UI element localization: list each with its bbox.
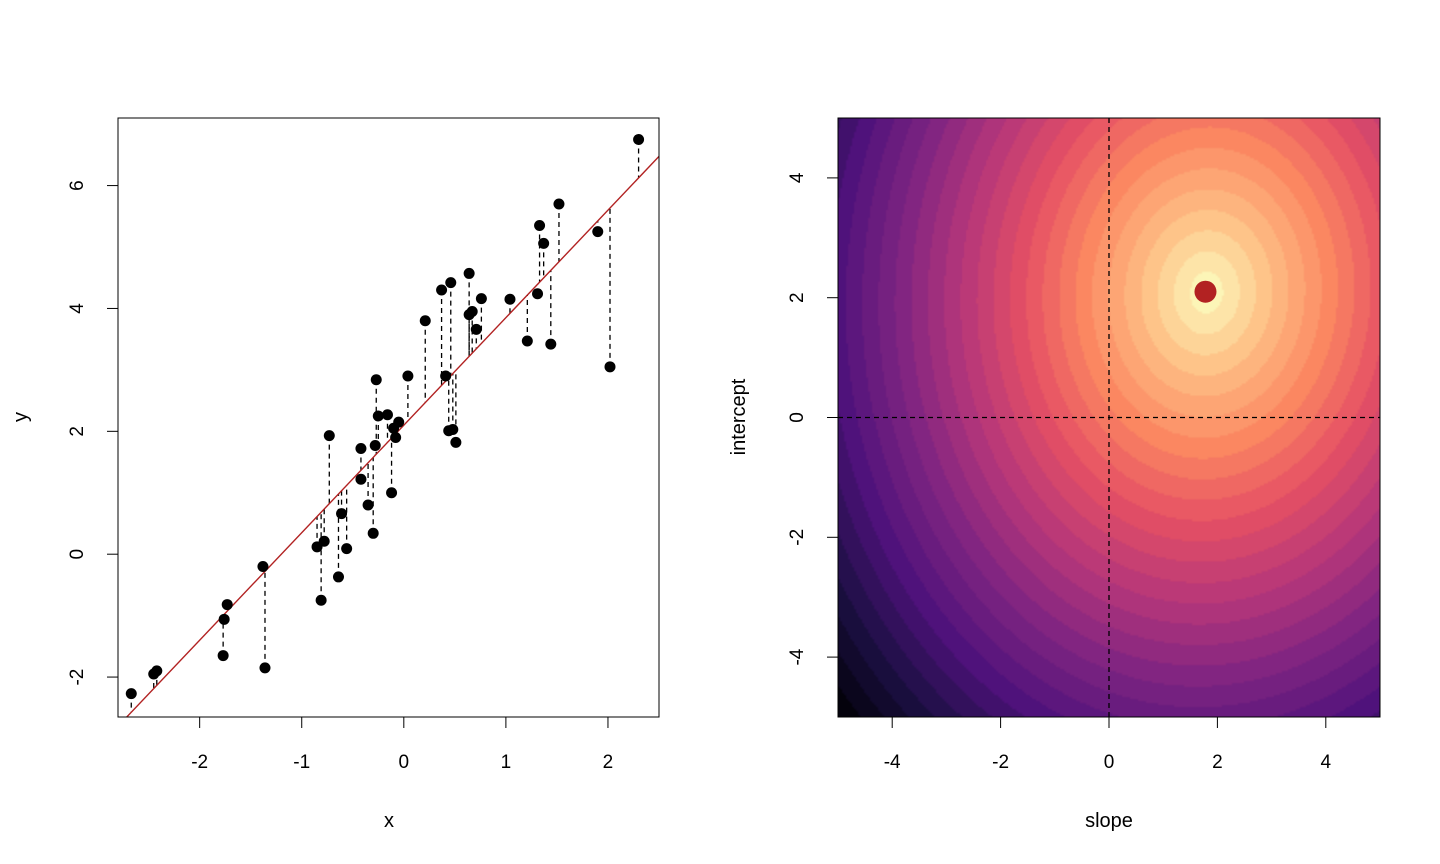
- data-point: [355, 443, 366, 454]
- data-point: [476, 293, 487, 304]
- data-point: [333, 571, 344, 582]
- data-point: [151, 665, 162, 676]
- data-point: [633, 134, 644, 145]
- data-point: [464, 268, 475, 279]
- x-tick-label: 4: [1321, 752, 1332, 773]
- heatmap-y-label: intercept: [728, 378, 750, 455]
- y-tick-label: -2: [67, 669, 88, 686]
- data-point: [467, 306, 478, 317]
- x-tick-label: 2: [1212, 752, 1223, 773]
- data-point: [592, 226, 603, 237]
- data-point: [319, 536, 330, 547]
- data-point: [259, 662, 270, 673]
- data-point: [538, 238, 549, 249]
- fit-line-group: [118, 156, 659, 726]
- scatter-y-axis: -2 0 2 4 6: [67, 180, 118, 685]
- data-point: [368, 528, 379, 539]
- scatter-panel: -2 -1 0 1 2 -2 0 2 4 6 x y: [10, 118, 659, 832]
- y-tick-label: 2: [67, 426, 88, 437]
- y-tick-label: -4: [787, 648, 808, 665]
- data-point: [534, 220, 545, 231]
- y-tick-label: 6: [67, 180, 88, 191]
- data-point: [522, 336, 533, 347]
- data-point: [420, 315, 431, 326]
- scatter-x-label: x: [384, 810, 394, 832]
- y-tick-label: 4: [787, 172, 808, 183]
- data-point: [553, 199, 564, 210]
- x-tick-label: 2: [603, 752, 614, 773]
- y-tick-label: 2: [787, 292, 808, 303]
- data-point: [445, 277, 456, 288]
- x-tick-label: -2: [992, 752, 1009, 773]
- y-tick-label: 4: [67, 303, 88, 314]
- data-point: [222, 599, 233, 610]
- heatmap-x-axis: -4 -2 0 2 4: [884, 717, 1332, 773]
- scatter-x-axis: -2 -1 0 1 2: [191, 717, 613, 773]
- data-point: [436, 285, 447, 296]
- data-point: [126, 688, 137, 699]
- data-point: [545, 339, 556, 350]
- data-point: [341, 543, 352, 554]
- data-point: [605, 361, 616, 372]
- data-point: [382, 409, 393, 420]
- y-tick-label: 0: [787, 412, 808, 423]
- y-tick-label: 0: [67, 549, 88, 560]
- heatmap-panel: -4 -2 0 2 4 -4 -2 0 2 4 slope intercept: [728, 118, 1380, 832]
- data-point: [219, 614, 230, 625]
- optimum-marker: [1194, 281, 1216, 303]
- y-tick-label: -2: [787, 529, 808, 546]
- data-points: [126, 134, 644, 699]
- heatmap-y-axis: -4 -2 0 2 4: [787, 172, 838, 665]
- data-point: [447, 424, 458, 435]
- heatmap-x-label: slope: [1085, 810, 1133, 832]
- data-point: [316, 595, 327, 606]
- data-point: [257, 561, 268, 572]
- data-point: [393, 417, 404, 428]
- data-point: [471, 324, 482, 335]
- x-tick-label: -2: [191, 752, 208, 773]
- residual-lines: [131, 140, 638, 713]
- data-point: [532, 288, 543, 299]
- regression-line: [118, 156, 659, 726]
- data-point: [386, 487, 397, 498]
- data-point: [504, 294, 515, 305]
- data-point: [363, 500, 374, 511]
- x-tick-label: -4: [884, 752, 901, 773]
- figure: -2 -1 0 1 2 -2 0 2 4 6 x y -4 -2 0 2 4 -4 -2 0 2 4 slope…: [0, 0, 1440, 864]
- x-tick-label: 0: [399, 752, 410, 773]
- x-tick-label: 0: [1104, 752, 1115, 773]
- data-point: [371, 374, 382, 385]
- data-point: [218, 650, 229, 661]
- data-point: [390, 432, 401, 443]
- x-tick-label: 1: [501, 752, 512, 773]
- data-point: [450, 437, 461, 448]
- data-point: [355, 474, 366, 485]
- data-point: [324, 430, 335, 441]
- data-point: [370, 440, 381, 451]
- x-tick-label: -1: [293, 752, 310, 773]
- data-point: [440, 371, 451, 382]
- data-point: [336, 508, 347, 519]
- scatter-y-label: y: [10, 412, 32, 422]
- data-point: [402, 371, 413, 382]
